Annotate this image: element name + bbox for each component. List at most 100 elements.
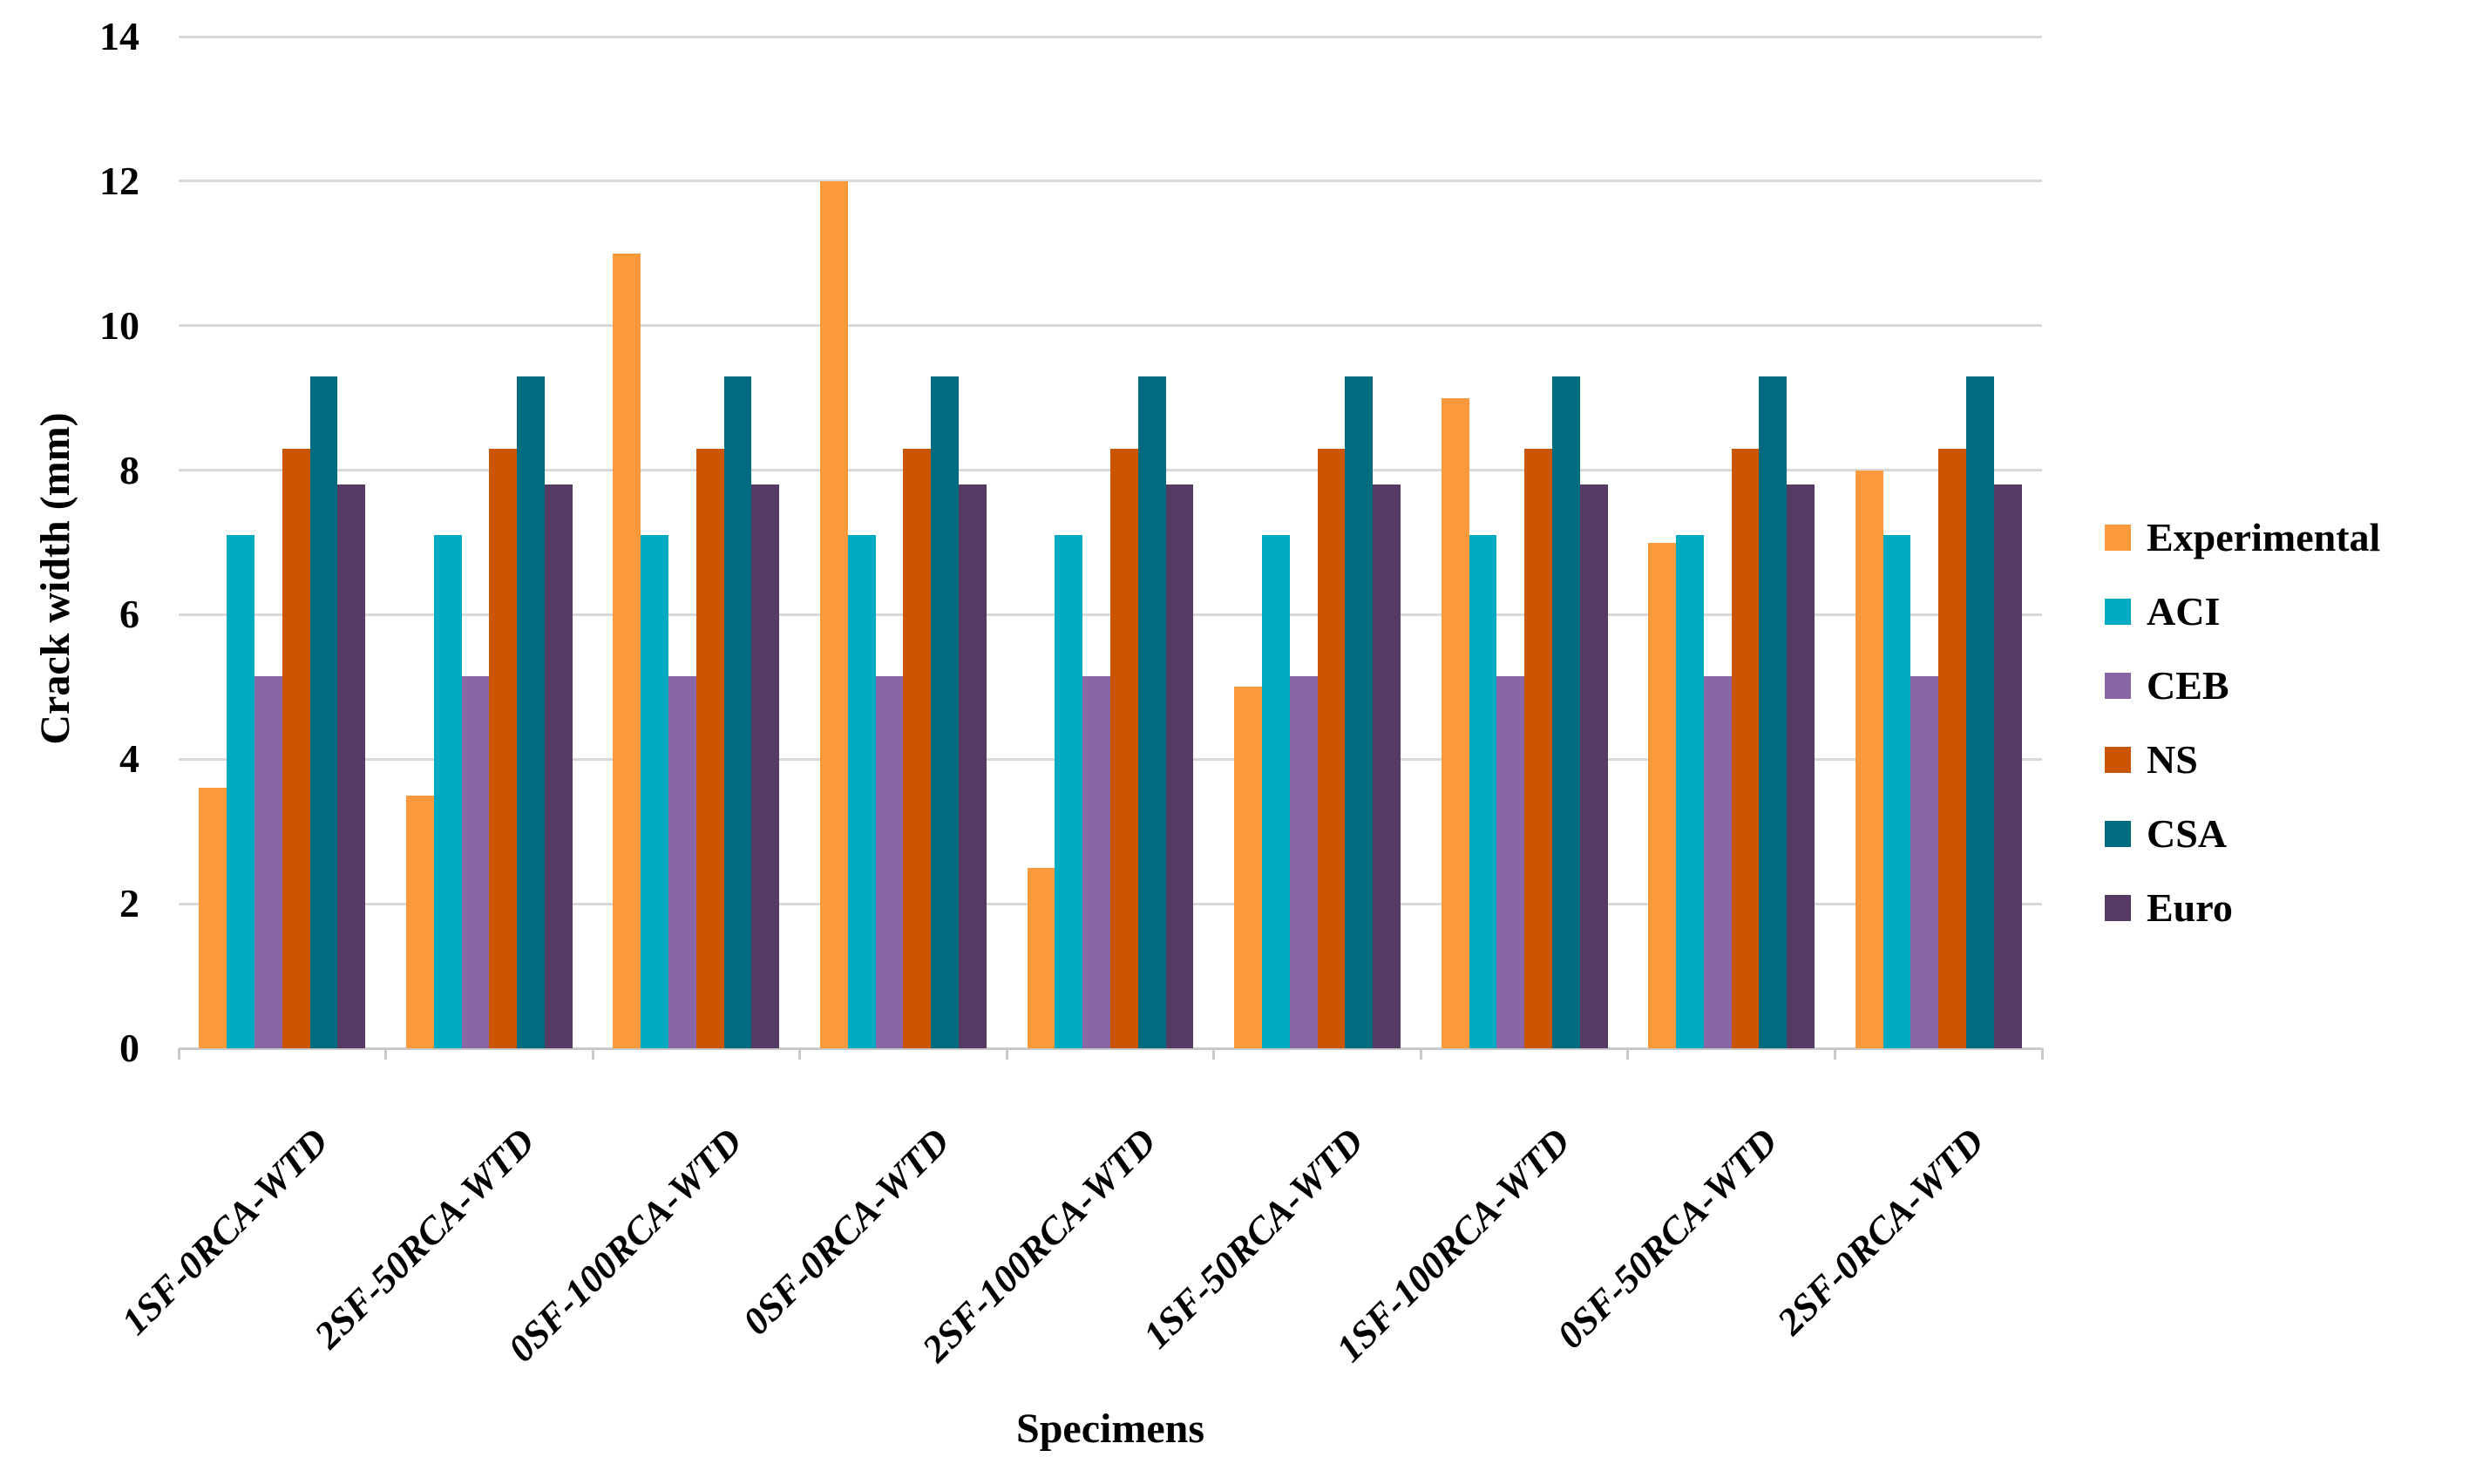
bar-ns-0sf-50rca-wtd (1731, 448, 1760, 1048)
x-axis-tick (1833, 1048, 1836, 1060)
bar-aci-0sf-50rca-wtd (1676, 535, 1704, 1048)
x-category-label-2sf-0rca-wtd: 2SF-0RCA-WTD (1769, 1120, 1993, 1344)
y-axis-tick-label-8: 8 (119, 447, 139, 492)
bar-ns-0sf-100rca-wtd (695, 448, 724, 1048)
y-axis-title: Crack width (mm) (32, 412, 78, 745)
y-axis-tick-label-12: 12 (99, 158, 139, 203)
bar-csa-1sf-50rca-wtd (1345, 376, 1374, 1048)
bar-csa-2sf-100rca-wtd (1137, 376, 1166, 1048)
legend-item-ns: NS (2105, 722, 2380, 796)
bar-experimental-2sf-100rca-wtd (1027, 867, 1055, 1048)
legend-item-euro: Euro (2105, 871, 2380, 945)
x-axis-tick (2040, 1048, 2044, 1060)
y-axis-tick-label-14: 14 (99, 14, 139, 58)
bar-euro-0sf-0rca-wtd (959, 485, 987, 1048)
x-category-label-2sf-100rca-wtd: 2SF-100RCA-WTD (913, 1120, 1164, 1371)
bar-aci-0sf-100rca-wtd (641, 535, 669, 1048)
bar-csa-1sf-100rca-wtd (1551, 376, 1580, 1048)
gridline-y10 (179, 324, 2042, 328)
bar-ns-1sf-0rca-wtd (282, 448, 310, 1048)
x-category-label-0sf-100rca-wtd: 0SF-100RCA-WTD (499, 1120, 750, 1371)
bar-euro-2sf-50rca-wtd (544, 485, 573, 1048)
bar-experimental-2sf-50rca-wtd (405, 795, 434, 1048)
x-axis-tick (177, 1048, 180, 1060)
legend-item-experimental: Experimental (2105, 500, 2380, 574)
bar-euro-1sf-50rca-wtd (1373, 485, 1401, 1048)
bar-ceb-0sf-100rca-wtd (668, 675, 696, 1048)
bar-aci-1sf-0rca-wtd (227, 535, 254, 1048)
legend-label-experimental: Experimental (2147, 515, 2381, 559)
y-axis-tick-label-0: 0 (119, 1026, 139, 1070)
bar-csa-0sf-50rca-wtd (1759, 376, 1788, 1048)
bar-experimental-1sf-100rca-wtd (1441, 397, 1469, 1048)
bar-experimental-0sf-0rca-wtd (820, 180, 848, 1048)
x-axis-tick (1419, 1048, 1422, 1060)
bar-ns-0sf-0rca-wtd (903, 448, 932, 1048)
legend-label-euro: Euro (2147, 885, 2233, 930)
bar-ceb-1sf-0rca-wtd (254, 675, 282, 1048)
bar-experimental-0sf-50rca-wtd (1648, 542, 1677, 1048)
x-category-label-1sf-100rca-wtd: 1SF-100RCA-WTD (1328, 1120, 1579, 1371)
bar-ns-1sf-50rca-wtd (1317, 448, 1346, 1048)
x-category-label-0sf-0rca-wtd: 0SF-0RCA-WTD (734, 1120, 958, 1344)
bar-euro-0sf-50rca-wtd (1787, 485, 1815, 1048)
plot-area (177, 35, 2044, 1060)
bar-csa-0sf-0rca-wtd (931, 376, 960, 1048)
gridline-y12 (179, 180, 2042, 183)
x-category-label-1sf-50rca-wtd: 1SF-50RCA-WTD (1135, 1120, 1372, 1357)
legend-item-csa: CSA (2105, 796, 2380, 871)
bar-ceb-0sf-50rca-wtd (1703, 675, 1732, 1048)
bar-csa-0sf-100rca-wtd (723, 376, 752, 1048)
bar-euro-1sf-0rca-wtd (337, 485, 366, 1048)
bar-csa-2sf-50rca-wtd (517, 376, 545, 1048)
bar-ceb-2sf-0rca-wtd (1910, 675, 1939, 1048)
bar-ns-2sf-0rca-wtd (1938, 448, 1967, 1048)
legend-swatch-ceb (2105, 672, 2131, 699)
legend-item-ceb: CEB (2105, 648, 2380, 722)
legend-label-ns: NS (2147, 737, 2198, 782)
gridline-y14 (179, 35, 2042, 38)
bar-experimental-1sf-0rca-wtd (199, 788, 227, 1048)
bar-ceb-0sf-0rca-wtd (875, 675, 904, 1048)
legend-swatch-aci (2105, 598, 2131, 625)
y-axis-tick-label-2: 2 (119, 881, 139, 926)
y-axis-tick-label-10: 10 (99, 302, 139, 348)
legend-label-ceb: CEB (2147, 663, 2229, 708)
x-category-label-0sf-50rca-wtd: 0SF-50RCA-WTD (1549, 1120, 1786, 1357)
x-axis-baseline (179, 1047, 2042, 1050)
x-axis-tick (591, 1048, 594, 1060)
x-category-label-2sf-50rca-wtd: 2SF-50RCA-WTD (306, 1120, 544, 1357)
legend-label-csa: CSA (2147, 811, 2228, 856)
x-axis-tick (1626, 1048, 1630, 1060)
legend-swatch-csa (2105, 820, 2131, 847)
bar-aci-2sf-50rca-wtd (433, 535, 462, 1048)
bar-euro-2sf-0rca-wtd (1993, 485, 2022, 1048)
bar-experimental-0sf-100rca-wtd (613, 253, 641, 1048)
bar-ns-1sf-100rca-wtd (1524, 448, 1552, 1048)
bar-ceb-1sf-100rca-wtd (1496, 675, 1525, 1048)
bar-ceb-2sf-50rca-wtd (461, 675, 490, 1048)
y-axis-tick-label-6: 6 (119, 592, 139, 637)
legend-swatch-euro (2105, 894, 2131, 921)
bar-csa-2sf-0rca-wtd (1966, 376, 1994, 1048)
bar-aci-1sf-50rca-wtd (1261, 535, 1290, 1048)
legend-swatch-ns (2105, 746, 2131, 773)
bar-csa-1sf-0rca-wtd (309, 376, 338, 1048)
x-axis-tick (1005, 1048, 1008, 1060)
bar-euro-1sf-100rca-wtd (1579, 485, 1608, 1048)
bar-experimental-2sf-0rca-wtd (1855, 470, 1883, 1048)
bar-euro-2sf-100rca-wtd (1165, 485, 1194, 1048)
bar-ceb-1sf-50rca-wtd (1289, 675, 1318, 1048)
bar-aci-2sf-0rca-wtd (1883, 535, 1911, 1048)
legend: Experimental ACI CEB NS CSA Euro (2105, 500, 2380, 945)
x-axis-title: Specimens (1016, 1406, 1204, 1452)
x-axis-tick (798, 1048, 802, 1060)
bar-ns-2sf-50rca-wtd (489, 448, 518, 1048)
legend-label-aci: ACI (2147, 589, 2221, 634)
x-axis-tick (1212, 1048, 1216, 1060)
bar-ns-2sf-100rca-wtd (1110, 448, 1138, 1048)
bar-experimental-1sf-50rca-wtd (1234, 687, 1262, 1048)
bar-ceb-2sf-100rca-wtd (1082, 675, 1110, 1048)
bar-aci-0sf-0rca-wtd (847, 535, 876, 1048)
